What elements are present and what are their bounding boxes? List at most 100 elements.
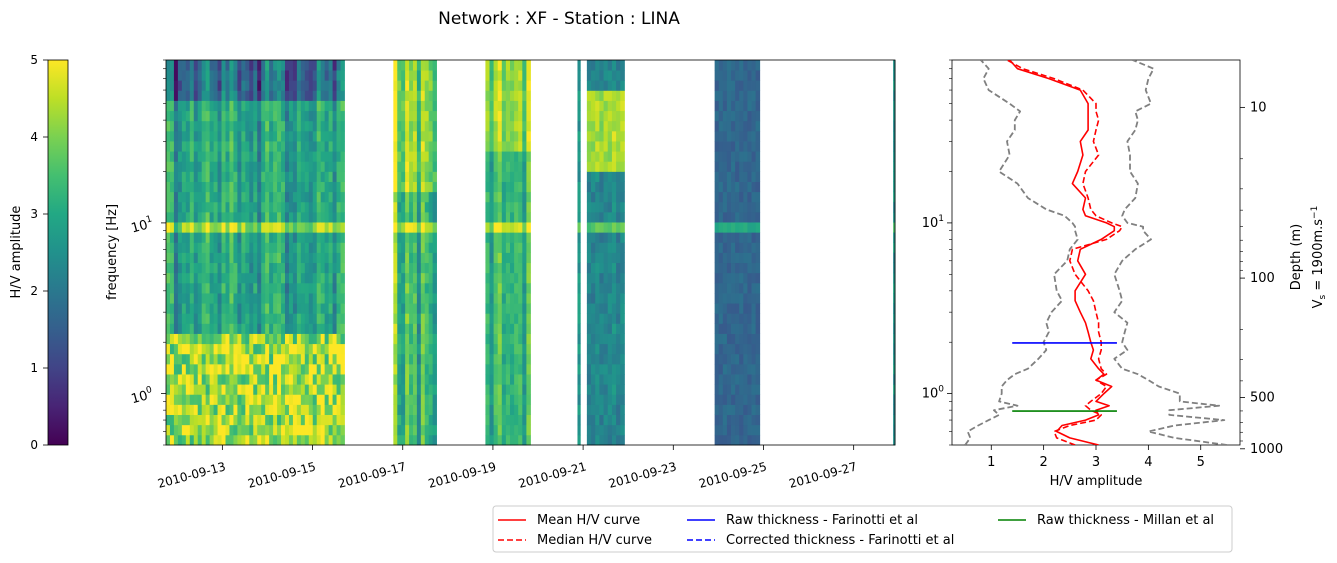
spectrogram-cell [296, 110, 302, 122]
spectrogram-cell [225, 181, 230, 193]
spectrogram-cell [296, 404, 302, 415]
spectrogram-cell [616, 90, 621, 101]
spectrogram-cell [197, 232, 203, 243]
spectrogram-cell [332, 353, 337, 365]
spectrogram-cell [522, 394, 527, 405]
spectrogram-cell [237, 110, 242, 122]
spectrogram-cell [316, 100, 322, 112]
spectrogram-cell [722, 374, 728, 385]
spectrogram-cell [209, 211, 214, 223]
spectrogram-cell [201, 313, 207, 324]
spectrogram-cell [505, 424, 511, 436]
spectrogram-cell [432, 60, 437, 71]
spectrogram-cell [722, 272, 728, 284]
spectrogram-cell [177, 100, 183, 112]
spectrogram-cell [743, 404, 748, 415]
spectrogram-cell [420, 191, 426, 203]
spectrogram-cell [616, 70, 621, 81]
spectrogram-cell [308, 171, 314, 182]
spectrogram-cell [312, 293, 318, 304]
spectrogram-cell [273, 262, 278, 274]
spectrogram-cell [518, 282, 523, 294]
spectrogram-cell [401, 151, 406, 162]
spectrogram-cell [401, 282, 406, 294]
spectrogram-cell [428, 232, 434, 243]
spectrogram-cell [577, 171, 581, 182]
spectrogram-cell [747, 252, 752, 264]
spectrogram-cell [300, 110, 306, 122]
spectrogram-cell [193, 90, 199, 101]
spectrogram-cell [603, 394, 609, 405]
spectrogram-cell [611, 100, 617, 112]
spectrogram-cell [225, 100, 230, 112]
spectrogram-cell [181, 90, 187, 101]
spectrogram-cell [893, 323, 896, 334]
spectrogram-cell [726, 252, 732, 264]
spectrogram-cell [397, 151, 402, 162]
spectrogram-cell [510, 394, 515, 405]
spectrogram-cell [401, 191, 406, 203]
spectrogram-cell [185, 404, 191, 415]
spectrogram-cell [304, 424, 310, 436]
spectrogram-cell [245, 282, 250, 294]
spectrogram-cell [181, 130, 187, 142]
spectrogram-cell [269, 161, 274, 172]
spectrogram-cell [747, 414, 752, 426]
spectrogram-cell [424, 70, 430, 81]
spectrogram-cell [221, 110, 226, 122]
spectrogram-cell [397, 100, 402, 112]
spectrogram-cell [197, 110, 203, 122]
spectrogram-cell [288, 222, 294, 233]
spectrogram-cell [288, 232, 294, 243]
spectrogram-cell [328, 394, 333, 405]
spectrogram-cell [591, 404, 596, 415]
spectrogram-cell [731, 252, 736, 264]
spectrogram-cell [324, 293, 330, 304]
spectrogram-cell [599, 252, 604, 264]
spectrogram-cell [277, 100, 282, 112]
spectrogram-cell [405, 191, 410, 203]
spectrogram-cell [405, 252, 410, 264]
spectrogram-cell [292, 262, 298, 274]
spectrogram-cell [173, 191, 179, 203]
spectrogram-cell [185, 262, 191, 274]
spectrogram-cell [249, 414, 254, 426]
spectrogram-cell [412, 363, 418, 375]
spectrogram-cell [731, 201, 736, 213]
spectrogram-cell [722, 384, 728, 395]
spectrogram-cell [193, 191, 199, 203]
spectrogram-cell [241, 363, 246, 375]
spectrogram-cell [328, 333, 333, 345]
spectrogram-cell [526, 100, 531, 112]
spectrogram-cell [292, 151, 298, 162]
spectrogram-cell [201, 424, 207, 436]
spectrogram-cell [253, 70, 258, 81]
spectrogram-cell [201, 414, 207, 426]
spectrogram-cell [595, 333, 600, 345]
spectrogram-cell [308, 191, 314, 203]
spectrogram-cell [514, 141, 519, 152]
spectrogram-cell [316, 323, 322, 334]
spectrogram-cell [735, 191, 740, 203]
spectrogram-cell [288, 60, 294, 71]
spectrogram-cell [412, 353, 418, 365]
spectrogram-cell [412, 181, 418, 193]
spectrogram-cell [501, 232, 507, 243]
spectrogram-cell [739, 80, 744, 91]
spectrogram-cell [320, 120, 326, 132]
spectrogram-cell [336, 363, 341, 375]
spectrogram-cell [269, 110, 274, 122]
spectrogram-cell [405, 100, 410, 112]
spectrogram-cell [718, 262, 724, 274]
spectrogram-cell [253, 303, 258, 314]
spectrogram-cell [197, 394, 203, 405]
spectrogram-cell [514, 262, 519, 274]
spectrogram-cell [489, 424, 495, 436]
spectrogram-cell [595, 323, 600, 334]
spectrogram-cell [181, 374, 187, 385]
spectrogram-cell [393, 434, 398, 446]
spectrogram-cell [312, 414, 318, 426]
spectrogram-cell [300, 374, 306, 385]
spectrogram-cell [225, 414, 230, 426]
spectrogram-cell [336, 120, 341, 132]
